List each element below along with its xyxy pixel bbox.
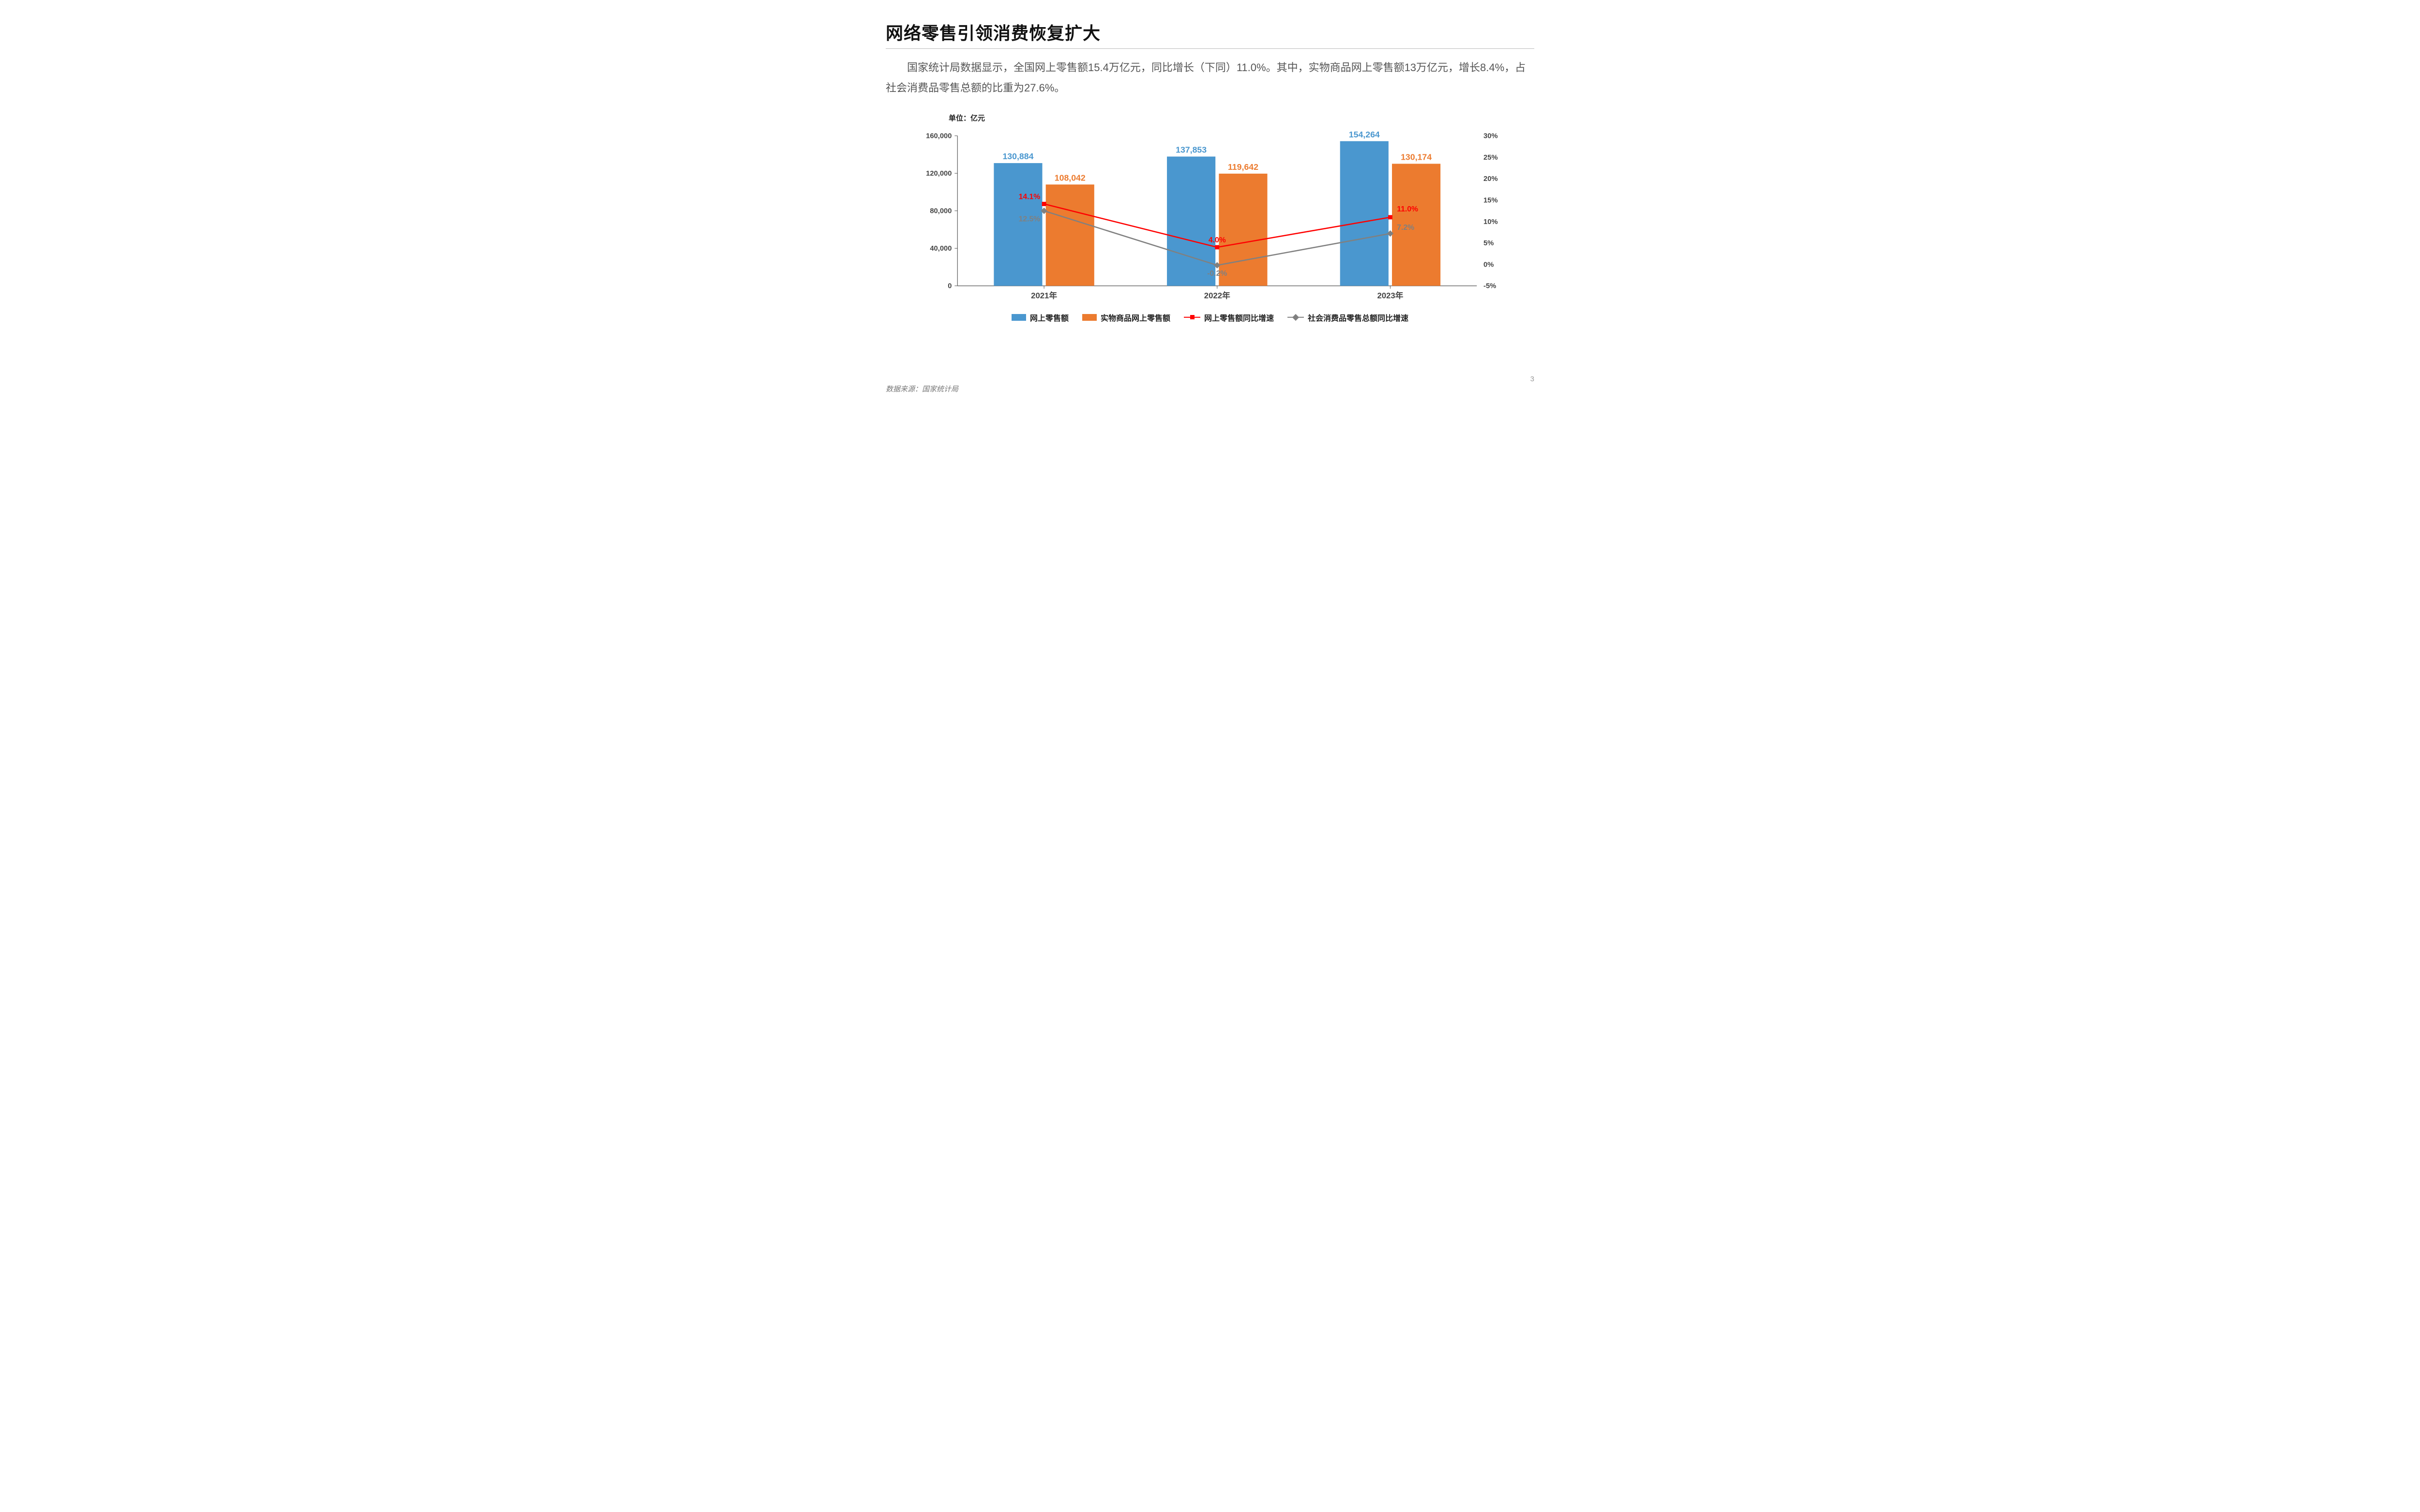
svg-text:10%: 10% bbox=[1483, 218, 1498, 225]
legend-label-retail-growth: 社会消费品零售总额同比增速 bbox=[1308, 312, 1408, 323]
legend-swatch-online bbox=[1012, 314, 1026, 321]
title-divider bbox=[886, 48, 1534, 49]
chart-unit-label: 单位：亿元 bbox=[949, 113, 1534, 123]
legend-item-physical: 实物商品网上零售额 bbox=[1082, 312, 1170, 323]
category-label: 2022年 bbox=[1204, 290, 1230, 300]
bar-label-online: 130,884 bbox=[1002, 151, 1033, 161]
svg-text:80,000: 80,000 bbox=[930, 207, 952, 215]
line-marker bbox=[1215, 245, 1219, 249]
svg-text:40,000: 40,000 bbox=[930, 245, 952, 253]
svg-text:25%: 25% bbox=[1483, 153, 1498, 161]
legend-swatch-physical bbox=[1082, 314, 1097, 321]
line-value-label: 4.0% bbox=[1209, 236, 1226, 244]
legend-swatch-retail-growth bbox=[1287, 314, 1304, 321]
svg-text:-5%: -5% bbox=[1483, 282, 1496, 290]
legend-label-online: 网上零售额 bbox=[1030, 312, 1069, 323]
chart-legend: 网上零售额 实物商品网上零售额 网上零售额同比增速 社会消费品零售总额同比增速 bbox=[886, 312, 1534, 323]
svg-text:5%: 5% bbox=[1483, 240, 1494, 247]
bar-label-physical: 108,042 bbox=[1055, 173, 1086, 182]
bar-label-online: 137,853 bbox=[1176, 145, 1207, 154]
line-value-label: -0.2% bbox=[1207, 269, 1227, 277]
svg-text:120,000: 120,000 bbox=[926, 170, 952, 178]
chart-container: 0 40,000 80,000 120,000 160,000 -5% 0% 5% 10% 15%… bbox=[905, 125, 1515, 309]
svg-text:160,000: 160,000 bbox=[926, 132, 952, 140]
legend-label-physical: 实物商品网上零售额 bbox=[1101, 312, 1170, 323]
bar-physical bbox=[1046, 184, 1094, 285]
line-value-label: 12.5% bbox=[1019, 215, 1041, 223]
legend-label-online-growth: 网上零售额同比增速 bbox=[1204, 312, 1274, 323]
bar-online bbox=[1340, 141, 1389, 285]
line-marker bbox=[1042, 202, 1046, 206]
svg-text:0: 0 bbox=[948, 282, 952, 290]
line-marker bbox=[1388, 215, 1392, 219]
bar-label-physical: 119,642 bbox=[1228, 162, 1258, 172]
line-value-label: 11.0% bbox=[1397, 205, 1418, 213]
svg-text:0%: 0% bbox=[1483, 261, 1494, 269]
legend-swatch-online-growth bbox=[1184, 314, 1200, 321]
svg-text:30%: 30% bbox=[1483, 132, 1498, 140]
body-paragraph: 国家统计局数据显示，全国网上零售额15.4万亿元，同比增长（下同）11.0%。其… bbox=[886, 58, 1534, 98]
combo-chart: 0 40,000 80,000 120,000 160,000 -5% 0% 5% 10% 15%… bbox=[905, 125, 1515, 309]
bar-online bbox=[994, 163, 1042, 286]
bar-label-physical: 130,174 bbox=[1401, 152, 1432, 162]
legend-item-online: 网上零售额 bbox=[1012, 312, 1069, 323]
slide-title: 网络零售引领消费恢复扩大 bbox=[886, 19, 1534, 45]
legend-item-retail-growth: 社会消费品零售总额同比增速 bbox=[1287, 312, 1408, 323]
svg-text:15%: 15% bbox=[1483, 196, 1498, 204]
data-source-note: 数据来源：国家统计局 bbox=[886, 384, 958, 394]
category-label: 2021年 bbox=[1031, 290, 1057, 300]
bar-online bbox=[1167, 156, 1215, 285]
line-value-label: 7.2% bbox=[1397, 223, 1414, 231]
page-number: 3 bbox=[1530, 375, 1534, 383]
bar-label-online: 154,264 bbox=[1349, 129, 1380, 139]
slide-container: 网络零售引领消费恢复扩大 国家统计局数据显示，全国网上零售额15.4万亿元，同比… bbox=[852, 0, 1568, 403]
category-label: 2023年 bbox=[1377, 290, 1403, 300]
line-value-label: 14.1% bbox=[1019, 193, 1041, 201]
svg-text:20%: 20% bbox=[1483, 175, 1498, 183]
legend-item-online-growth: 网上零售额同比增速 bbox=[1184, 312, 1274, 323]
